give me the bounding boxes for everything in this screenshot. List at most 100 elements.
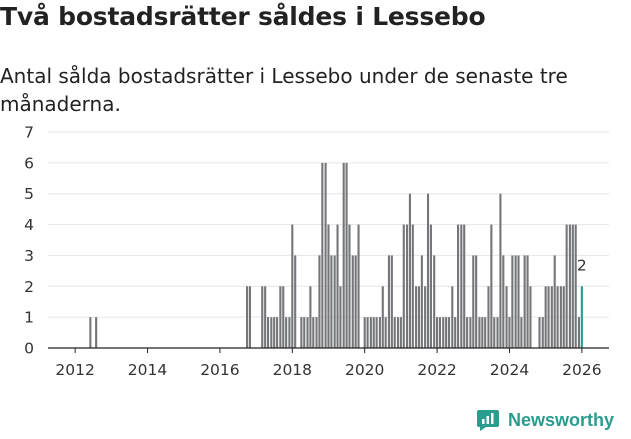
bar <box>502 255 505 348</box>
bar <box>393 317 396 348</box>
bar <box>514 255 517 348</box>
bar <box>538 317 541 348</box>
bar <box>499 193 502 348</box>
bar <box>526 255 529 348</box>
bar <box>345 162 348 348</box>
bar <box>372 317 375 348</box>
bar <box>438 317 442 348</box>
y-tick-label: 2 <box>24 278 34 296</box>
bar <box>481 317 484 348</box>
bar <box>529 286 532 348</box>
bar <box>384 317 387 348</box>
bar <box>387 255 390 348</box>
bar <box>339 286 342 348</box>
bar <box>484 317 487 348</box>
bar <box>390 255 393 348</box>
bar <box>363 317 366 348</box>
y-tick-label: 1 <box>24 309 34 327</box>
bar <box>369 317 372 348</box>
bar <box>426 193 430 348</box>
x-tick-label: 2022 <box>417 361 456 379</box>
bar <box>285 317 288 348</box>
bar <box>447 317 451 348</box>
bar <box>276 317 279 348</box>
bar <box>571 224 574 348</box>
bar <box>547 286 550 348</box>
x-tick-label: 2024 <box>490 361 529 379</box>
bar <box>508 317 511 348</box>
chart-subtitle: Antal sålda bostadsrätter i Lessebo unde… <box>0 64 568 116</box>
bar <box>562 286 565 348</box>
bar <box>342 162 345 348</box>
bar <box>396 317 400 348</box>
bar <box>429 224 432 348</box>
bar <box>457 224 460 348</box>
bar <box>378 317 381 348</box>
bar <box>399 317 402 348</box>
bar <box>408 193 411 348</box>
bar <box>324 162 327 348</box>
y-tick-label: 5 <box>24 185 34 203</box>
chart-title: Två bostadsrätter såldes i Lessebo <box>0 2 486 31</box>
bar <box>520 317 523 348</box>
bar <box>454 317 457 348</box>
x-tick-label: 2016 <box>200 361 239 379</box>
bar <box>505 286 508 348</box>
y-tick-label: 3 <box>24 247 34 265</box>
bar <box>264 286 267 348</box>
x-tick-label: 2014 <box>128 361 167 379</box>
y-tick-label: 4 <box>24 216 34 234</box>
bar <box>478 317 481 348</box>
newsworthy-logo-icon <box>476 408 500 432</box>
bar <box>303 317 306 348</box>
bar <box>309 286 312 348</box>
bar <box>330 255 333 348</box>
bar <box>273 317 276 348</box>
bar <box>405 224 409 348</box>
bar <box>282 286 285 348</box>
bar <box>568 224 571 348</box>
bar <box>351 255 354 348</box>
bar <box>327 224 330 348</box>
bar <box>550 286 553 348</box>
y-tick-label: 0 <box>24 340 34 358</box>
bar <box>270 317 273 348</box>
bar <box>411 224 414 348</box>
bar <box>336 224 339 348</box>
bar <box>424 286 427 348</box>
x-tick-label: 2020 <box>345 361 384 379</box>
bar <box>291 224 294 348</box>
bar <box>279 286 282 348</box>
bar <box>95 317 98 348</box>
bar <box>415 286 418 348</box>
bar <box>541 317 544 348</box>
bar <box>294 255 297 348</box>
bar <box>574 224 577 348</box>
bar <box>357 224 360 348</box>
bar <box>333 255 336 348</box>
bar <box>420 255 423 348</box>
bar <box>493 317 496 348</box>
bar <box>565 224 568 348</box>
bar <box>559 286 562 348</box>
bar <box>288 317 291 348</box>
bar <box>466 317 469 348</box>
bar <box>496 317 499 348</box>
bar <box>544 286 547 348</box>
bar <box>475 255 478 348</box>
bar <box>375 317 378 348</box>
bar <box>511 255 514 348</box>
bar <box>267 317 270 348</box>
bar <box>312 317 315 348</box>
bar <box>487 286 490 348</box>
bar <box>246 286 249 348</box>
bar <box>469 317 472 348</box>
y-tick-label: 6 <box>24 154 34 172</box>
bar <box>433 255 436 348</box>
highlight-value-label: 2 <box>577 256 587 274</box>
bar <box>354 255 357 348</box>
bar <box>261 286 264 348</box>
newsworthy-brand-name: Newsworthy <box>508 409 615 430</box>
bar <box>248 286 252 348</box>
